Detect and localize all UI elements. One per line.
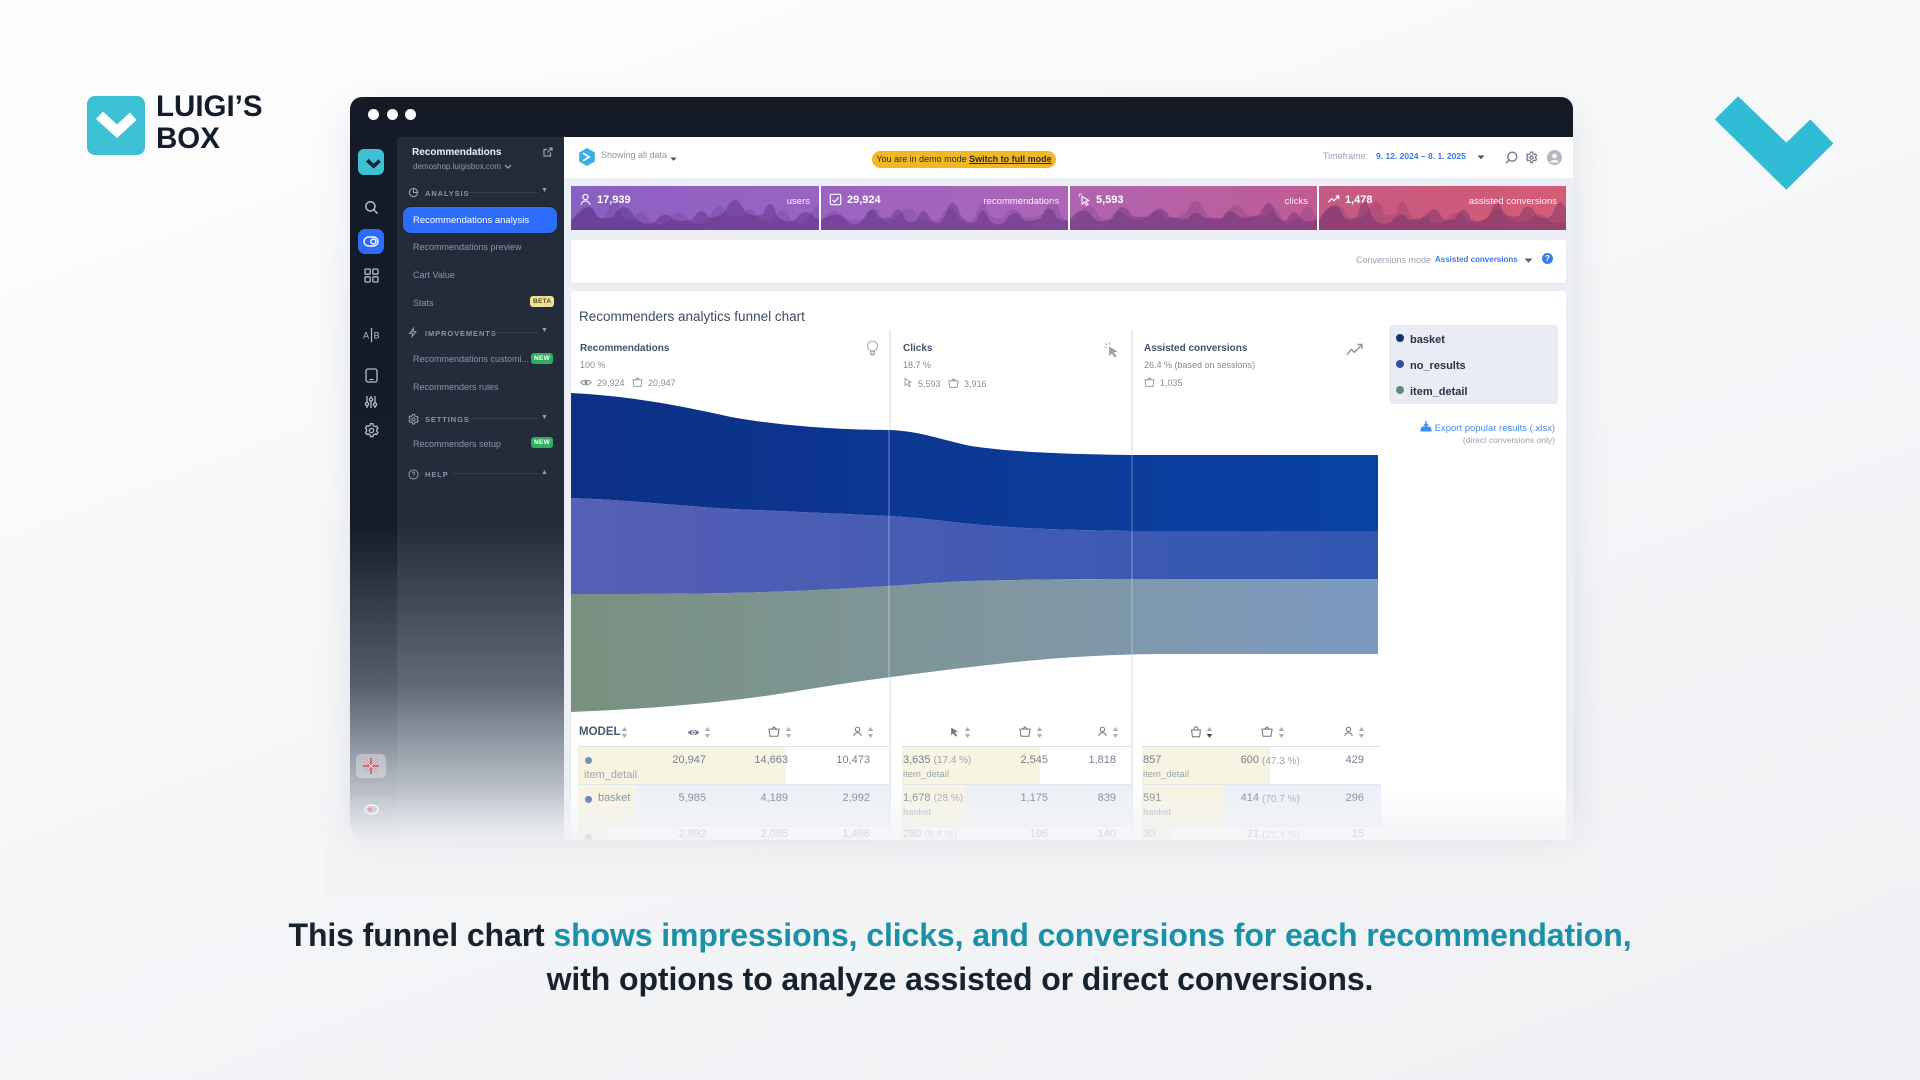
svg-text:B: B <box>374 331 380 341</box>
svg-text:A: A <box>363 331 369 341</box>
